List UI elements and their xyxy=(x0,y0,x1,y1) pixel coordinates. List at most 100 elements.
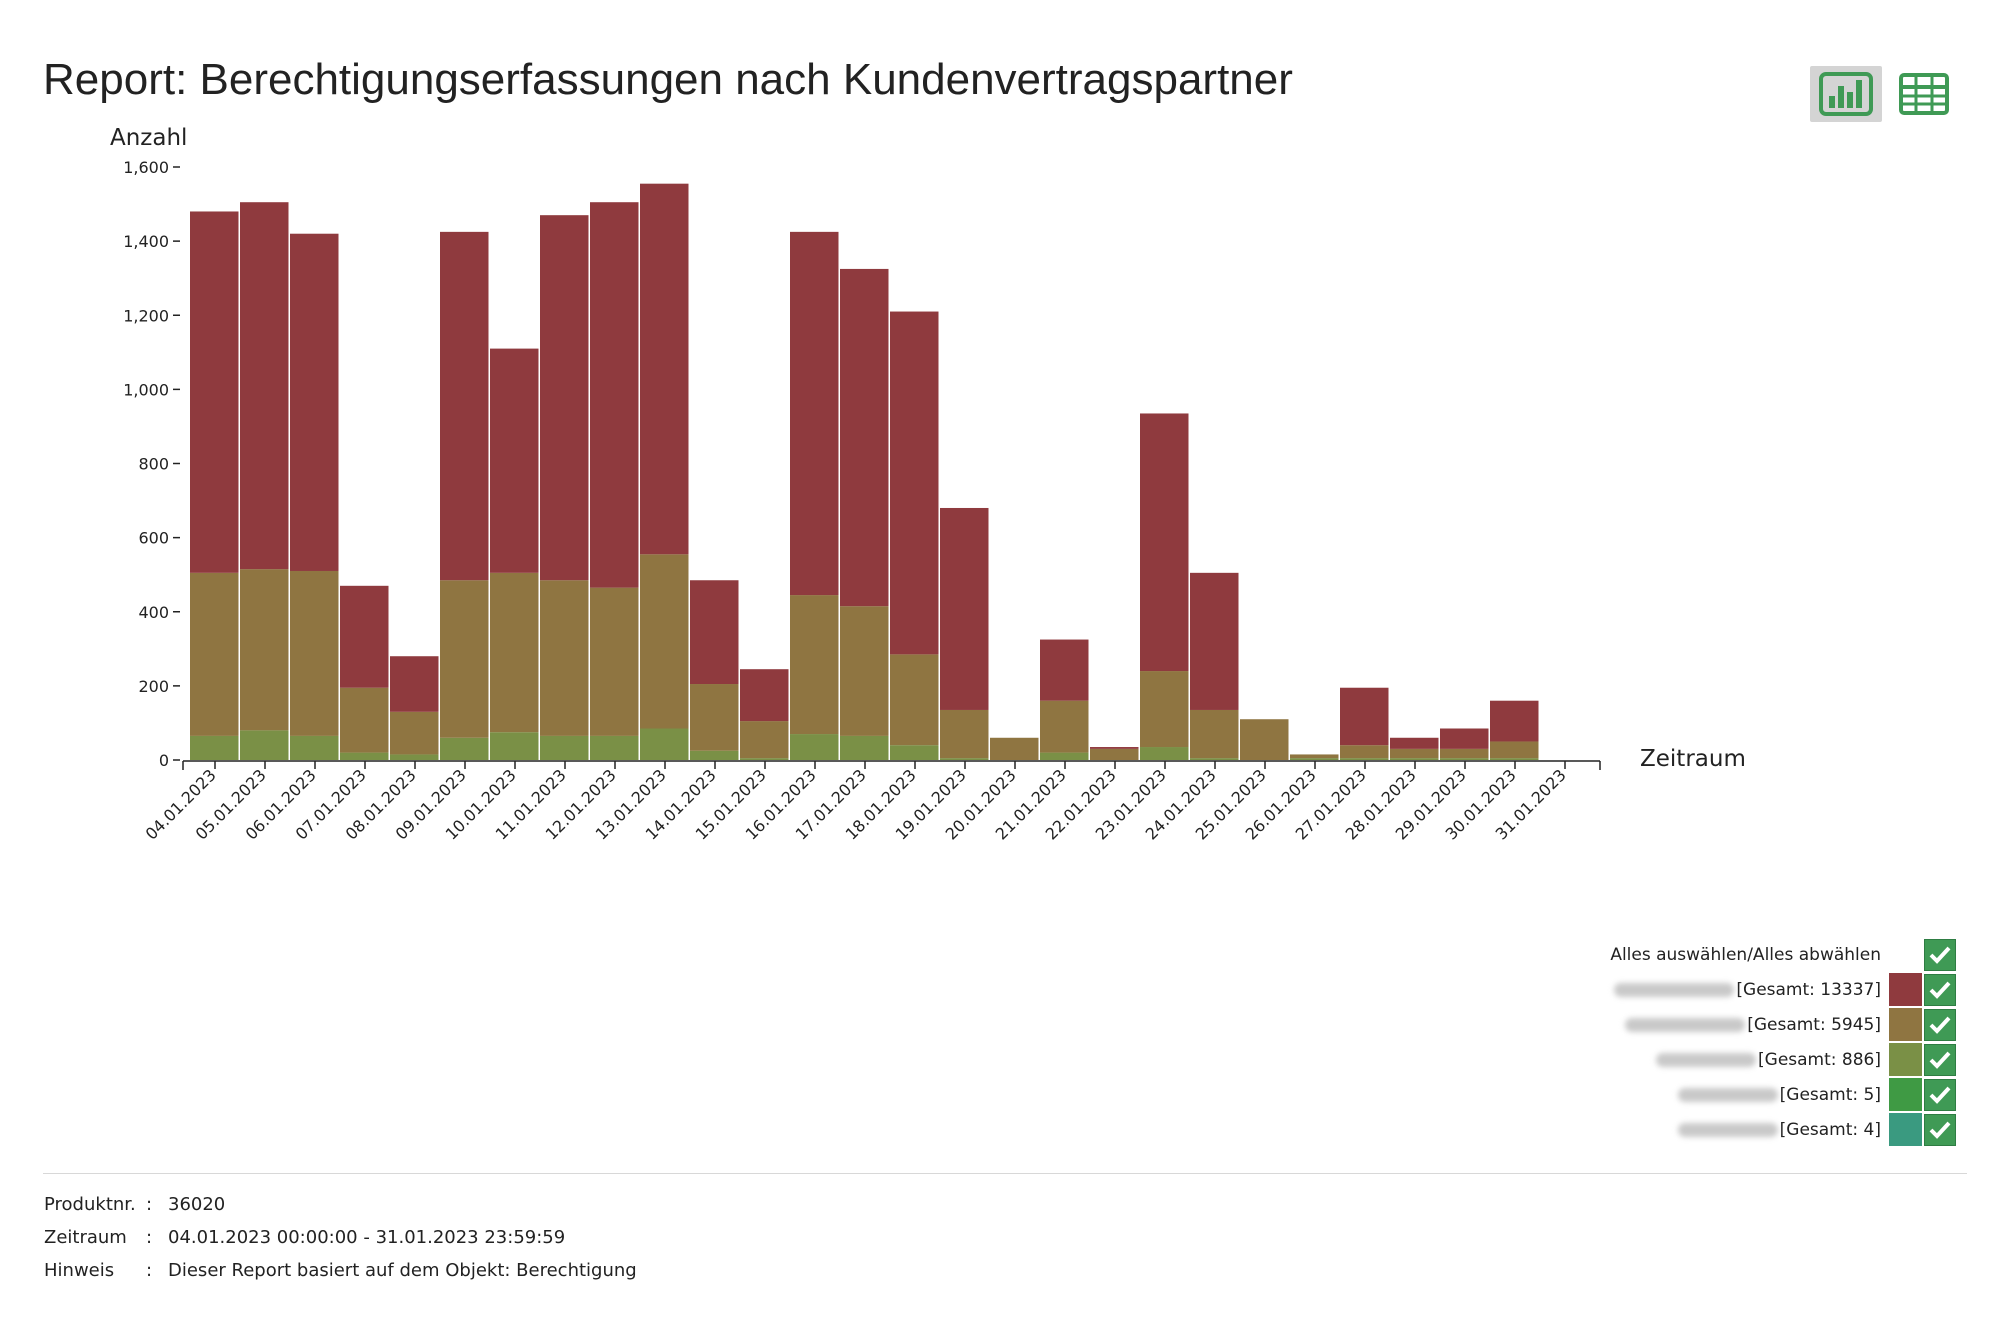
bar-segment xyxy=(790,595,839,735)
legend-select-all-label: Alles auswählen/Alles abwählen xyxy=(1610,944,1881,965)
bar-segment xyxy=(990,737,1039,760)
legend-checkbox[interactable] xyxy=(1924,1078,1956,1111)
bar-segment xyxy=(390,656,439,712)
bar-segment xyxy=(340,752,389,760)
y-tick-label: 1,400 xyxy=(123,232,169,251)
bar-segment xyxy=(1090,748,1139,760)
bar-segment xyxy=(540,735,589,760)
bar-segment xyxy=(440,580,489,738)
info-value: 04.01.2023 00:00:00 - 31.01.2023 23:59:5… xyxy=(168,1227,566,1248)
y-tick-label: 1,000 xyxy=(123,380,169,399)
legend-name-redacted xyxy=(1677,1087,1778,1102)
legend-swatch xyxy=(1889,1008,1922,1041)
legend-item: [Gesamt: 4] xyxy=(1396,1112,1956,1147)
bar-segment xyxy=(940,709,989,759)
y-tick-label: 1,600 xyxy=(123,158,169,177)
y-tick-label: 200 xyxy=(138,677,169,696)
legend-item-total: [Gesamt: 5] xyxy=(1779,1084,1881,1105)
bar-segment xyxy=(1140,671,1189,748)
divider xyxy=(43,1173,1967,1174)
checkmark-icon xyxy=(1929,1121,1951,1139)
info-row: Hinweis: Dieser Report basiert auf dem Ob… xyxy=(44,1254,637,1287)
bar-segment xyxy=(840,735,889,760)
bar-segment xyxy=(240,569,289,731)
bar-segment xyxy=(1290,758,1339,760)
checkmark-icon xyxy=(1929,981,1951,999)
bar-segment xyxy=(640,183,689,555)
bar-segment xyxy=(740,669,789,722)
info-value: Dieser Report basiert auf dem Objekt: Be… xyxy=(168,1260,637,1281)
bar-segment xyxy=(240,202,289,570)
view-toggle xyxy=(1810,66,1960,122)
bar-segment xyxy=(1340,758,1389,760)
bar-segment xyxy=(1390,748,1439,759)
legend-select-all-row: Alles auswählen/Alles abwählen xyxy=(1396,937,1956,972)
bar-segment xyxy=(590,202,639,588)
legend-checkbox[interactable] xyxy=(1924,973,1956,1006)
legend-swatch xyxy=(1889,973,1922,1006)
bar-segment xyxy=(740,721,789,759)
bar-segment xyxy=(1040,639,1089,701)
checkmark-icon xyxy=(1929,946,1951,964)
legend-swatch xyxy=(1889,1043,1922,1076)
bar-segment xyxy=(940,758,989,760)
legend: Alles auswählen/Alles abwählen [Gesamt: … xyxy=(1396,937,1956,1147)
bar-segment xyxy=(290,233,339,571)
legend-name-redacted xyxy=(1656,1052,1757,1067)
bar-segment xyxy=(290,735,339,760)
bar-segment xyxy=(1440,728,1489,749)
bar-segment xyxy=(190,735,239,760)
bar-segment xyxy=(340,585,389,688)
legend-item: [Gesamt: 13337] xyxy=(1396,972,1956,1007)
info-separator: : xyxy=(146,1227,153,1248)
bar-segment xyxy=(1140,747,1189,760)
legend-item-total: [Gesamt: 13337] xyxy=(1736,979,1881,1000)
bar-segment xyxy=(640,728,689,760)
select-all-checkbox[interactable] xyxy=(1924,938,1956,971)
bar-segment xyxy=(290,570,339,736)
bar-segment xyxy=(1390,758,1439,760)
bar-segment xyxy=(1290,754,1339,759)
bar-segment xyxy=(240,730,289,760)
bar-segment xyxy=(1490,700,1539,742)
bar-segment xyxy=(440,231,489,581)
bar-segment xyxy=(490,348,539,573)
bar-segment xyxy=(1440,758,1489,760)
bar-segment xyxy=(690,684,739,751)
bar-segment xyxy=(1340,745,1389,759)
y-tick-label: 1,200 xyxy=(123,306,169,325)
legend-name-redacted xyxy=(1625,1017,1746,1032)
chart-view-button[interactable] xyxy=(1810,66,1882,122)
bar-segment xyxy=(190,572,239,736)
bar-segment xyxy=(540,215,589,581)
bar-segment xyxy=(690,580,739,685)
legend-item-total: [Gesamt: 886] xyxy=(1758,1049,1881,1070)
bar-segment xyxy=(790,734,839,760)
legend-item-total: [Gesamt: 4] xyxy=(1779,1119,1881,1140)
bar-segment xyxy=(490,732,539,760)
info-separator: : xyxy=(146,1194,153,1215)
legend-swatch xyxy=(1889,1078,1922,1111)
legend-checkbox[interactable] xyxy=(1924,1113,1956,1146)
bar-segment xyxy=(740,758,789,760)
legend-checkbox[interactable] xyxy=(1924,1043,1956,1076)
checkmark-icon xyxy=(1929,1051,1951,1069)
info-label: Produktnr. xyxy=(44,1194,136,1215)
info-label: Hinweis xyxy=(44,1260,115,1281)
bar-segment xyxy=(440,737,489,760)
bar-segment xyxy=(790,231,839,596)
bar-segment xyxy=(1190,758,1239,760)
legend-item: [Gesamt: 5] xyxy=(1396,1077,1956,1112)
y-tick-label: 0 xyxy=(159,751,169,770)
legend-item: [Gesamt: 886] xyxy=(1396,1042,1956,1077)
legend-checkbox[interactable] xyxy=(1924,1008,1956,1041)
table-view-button[interactable] xyxy=(1888,66,1960,122)
bar-segment xyxy=(890,654,939,746)
legend-name-redacted xyxy=(1677,1122,1778,1137)
bar-segment xyxy=(590,735,639,760)
page-title: Report: Berechtigungserfassungen nach Ku… xyxy=(43,55,1293,104)
stacked-bar-chart: 02004006008001,0001,2001,4001,600Anzahl0… xyxy=(110,125,1746,844)
bar-segment xyxy=(690,750,739,760)
bar-segment xyxy=(1140,413,1189,672)
y-tick-label: 800 xyxy=(138,455,169,474)
